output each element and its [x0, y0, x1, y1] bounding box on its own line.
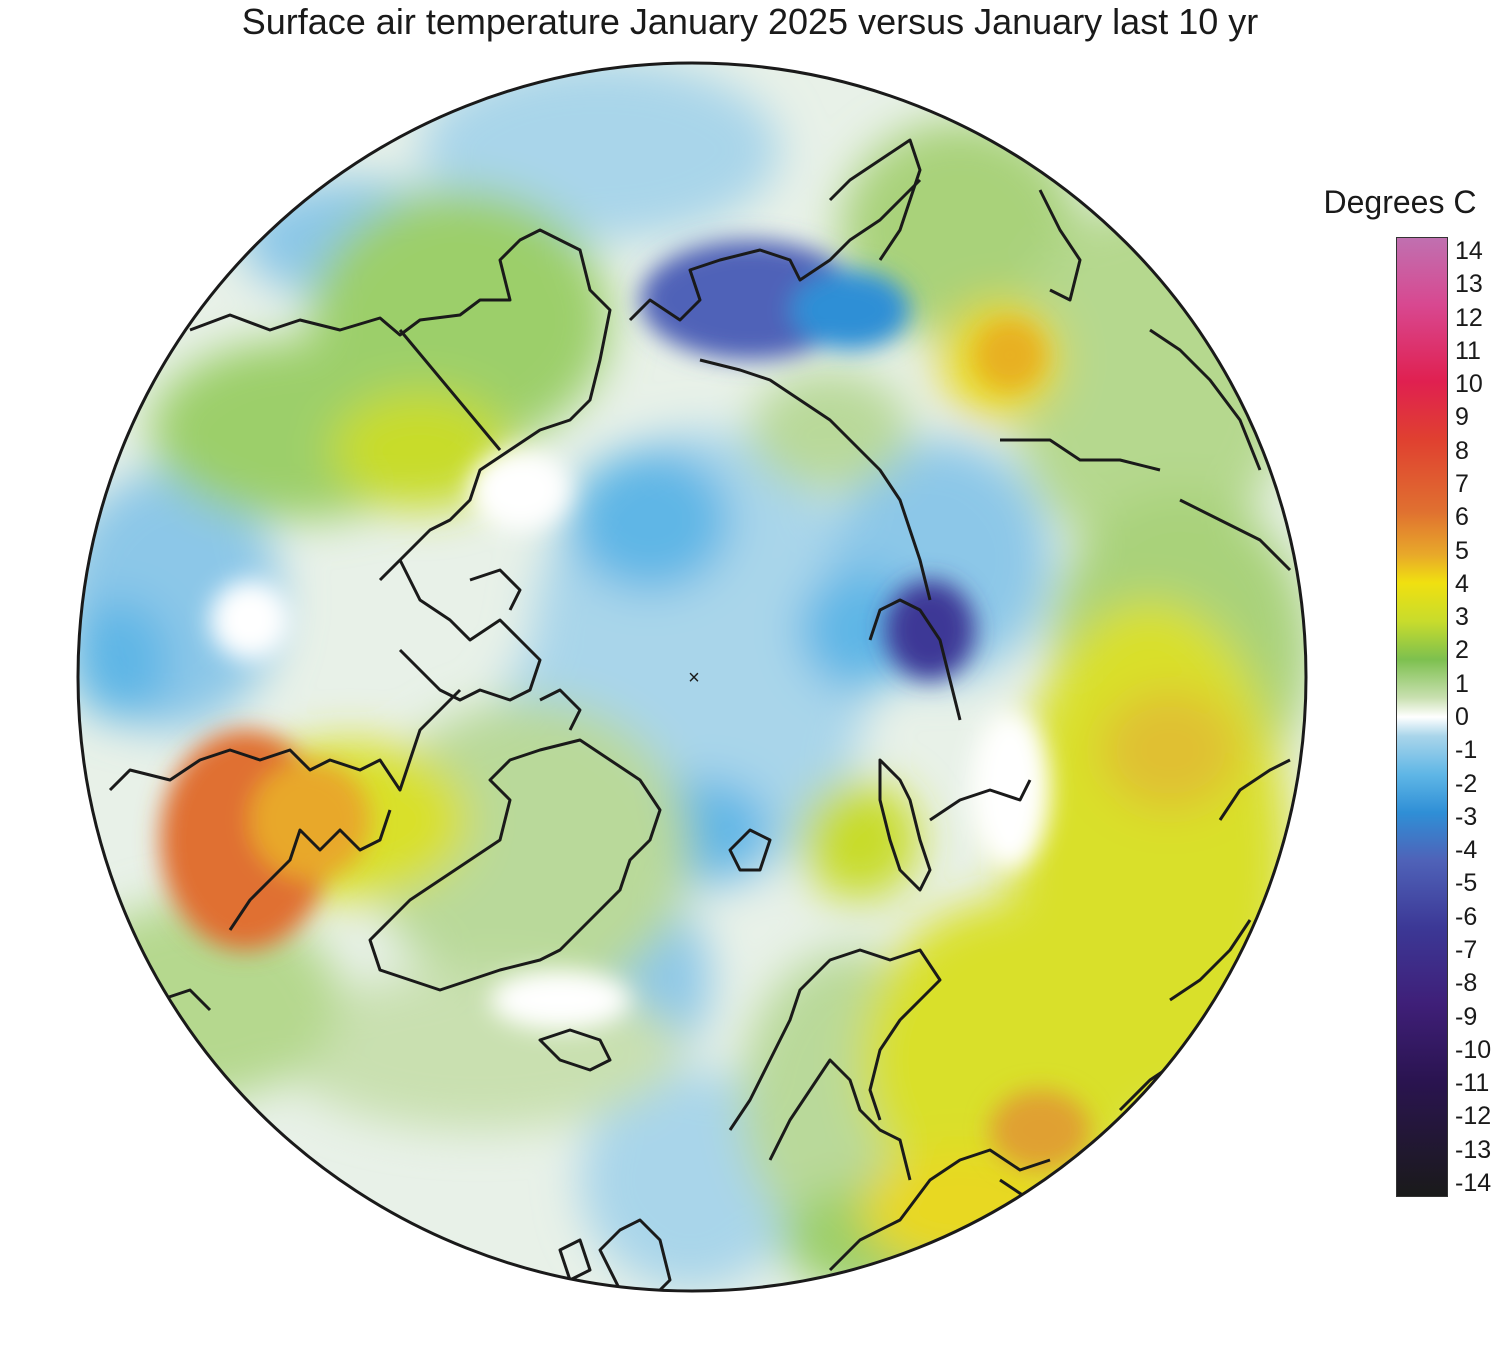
legend-tick-label: 12	[1455, 303, 1483, 332]
legend-tick-label: -14	[1455, 1169, 1492, 1197]
legend-tick-label: -1	[1455, 736, 1478, 765]
legend-tick-label: 8	[1455, 436, 1469, 465]
legend-tick-label: 0	[1455, 703, 1469, 731]
legend-tick-label: 11	[1455, 336, 1481, 365]
legend-tick-label: 4	[1455, 569, 1469, 598]
north-pole-marker: ×	[688, 667, 700, 689]
legend-tick-label: -11	[1455, 1069, 1490, 1098]
legend-tick-label: -3	[1455, 802, 1478, 831]
legend-tick-label: -6	[1455, 902, 1478, 931]
legend-color-bar	[1397, 238, 1447, 1196]
legend-tick-label: 7	[1455, 470, 1469, 498]
legend-tick-label: -12	[1455, 1102, 1492, 1131]
legend-tick-label: 10	[1455, 370, 1483, 399]
legend-tick-label: -5	[1455, 869, 1478, 898]
legend-tick-label: 3	[1455, 603, 1469, 632]
legend-tick-label: -8	[1455, 969, 1478, 998]
globe-outline	[76, 61, 1308, 1293]
legend-tick-label: 13	[1455, 270, 1483, 299]
legend-tick-labels: 14 13 12 11 10 9 8 7 6 5 4 3 2 1 0 -1 -2 -3 -4 -5 -6 -7 -8 -9 -1…	[1455, 237, 1500, 1197]
legend-tick-label: -7	[1455, 936, 1478, 964]
map-title: Surface air temperature January 2025 ver…	[241, 1, 1259, 42]
legend-tick-label: -10	[1455, 1035, 1492, 1064]
legend-tick-label: 9	[1455, 403, 1469, 432]
legend-tick-label: -9	[1455, 1002, 1478, 1031]
legend-tick-label: 5	[1455, 536, 1469, 565]
legend-tick-label: 14	[1455, 237, 1483, 265]
anomaly-field: ×	[78, 63, 1306, 1291]
legend-tick-label: 6	[1455, 503, 1469, 532]
legend-tick-label: 1	[1455, 669, 1469, 698]
legend-tick-label: 2	[1455, 636, 1469, 665]
legend-tick-label: -13	[1455, 1135, 1492, 1164]
legend-bar-frame	[1396, 237, 1448, 1197]
legend-tick-label: -2	[1455, 769, 1478, 798]
legend-tick-label: -4	[1455, 836, 1478, 865]
coastlines	[108, 138, 1292, 1291]
legend-title: Degrees C	[1323, 184, 1477, 220]
